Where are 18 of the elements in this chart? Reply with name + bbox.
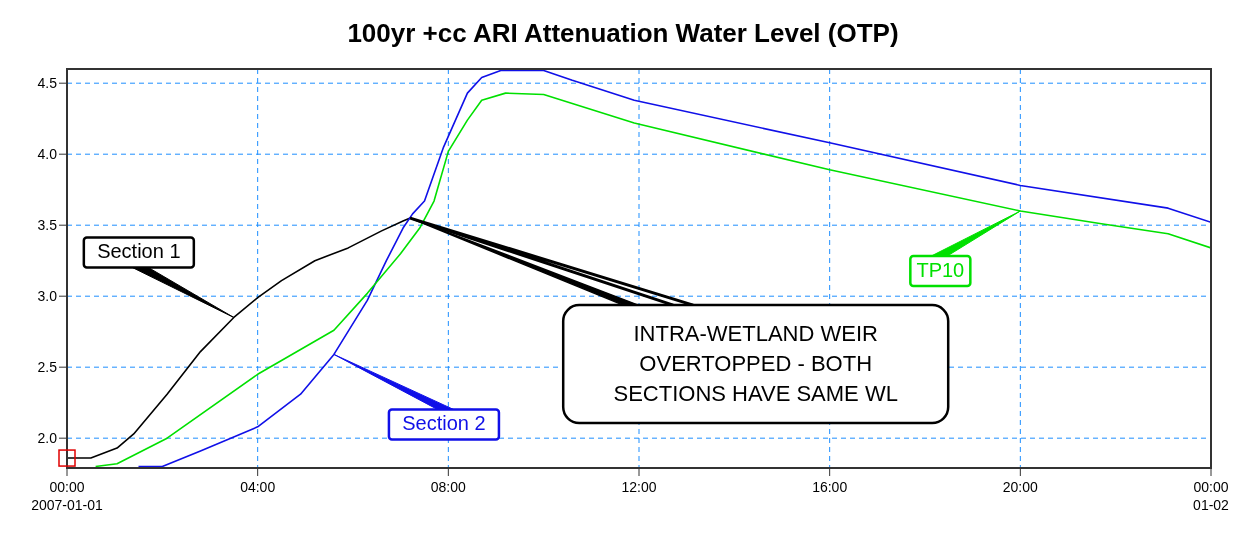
text: Section 1	[97, 240, 181, 263]
x-tick-label: 16:00	[812, 479, 848, 495]
text: Section 2	[402, 412, 486, 435]
x-tick-label: 20:00	[1002, 479, 1039, 495]
annotation: INTRA-WETLAND WEIR OVERTOPPED - BOTH SECTIONS HAVE SAME WL	[613, 321, 898, 407]
chart-title: 100yr +cc ARI Attenuation Water Level (OTP)	[346, 17, 900, 50]
x-tick-label: 08:00	[430, 479, 467, 495]
x-tick-label: 04:00	[240, 479, 276, 495]
y-tick-label: 2.5	[37, 359, 58, 376]
x-tick-label: 00:00 2007-01-01	[31, 479, 104, 513]
x-tick-label: 12:00	[621, 479, 657, 495]
y-tick-label: 4.0	[37, 146, 58, 163]
y-tick-label: 4.5	[37, 75, 58, 92]
x-tick-label: 00:00 01-02	[1193, 479, 1230, 513]
legend-label: TP10	[916, 258, 965, 281]
y-tick-label: 3.0	[37, 288, 58, 305]
y-tick-label: 3.5	[37, 217, 58, 234]
y-tick-label: 2.0	[37, 430, 58, 447]
